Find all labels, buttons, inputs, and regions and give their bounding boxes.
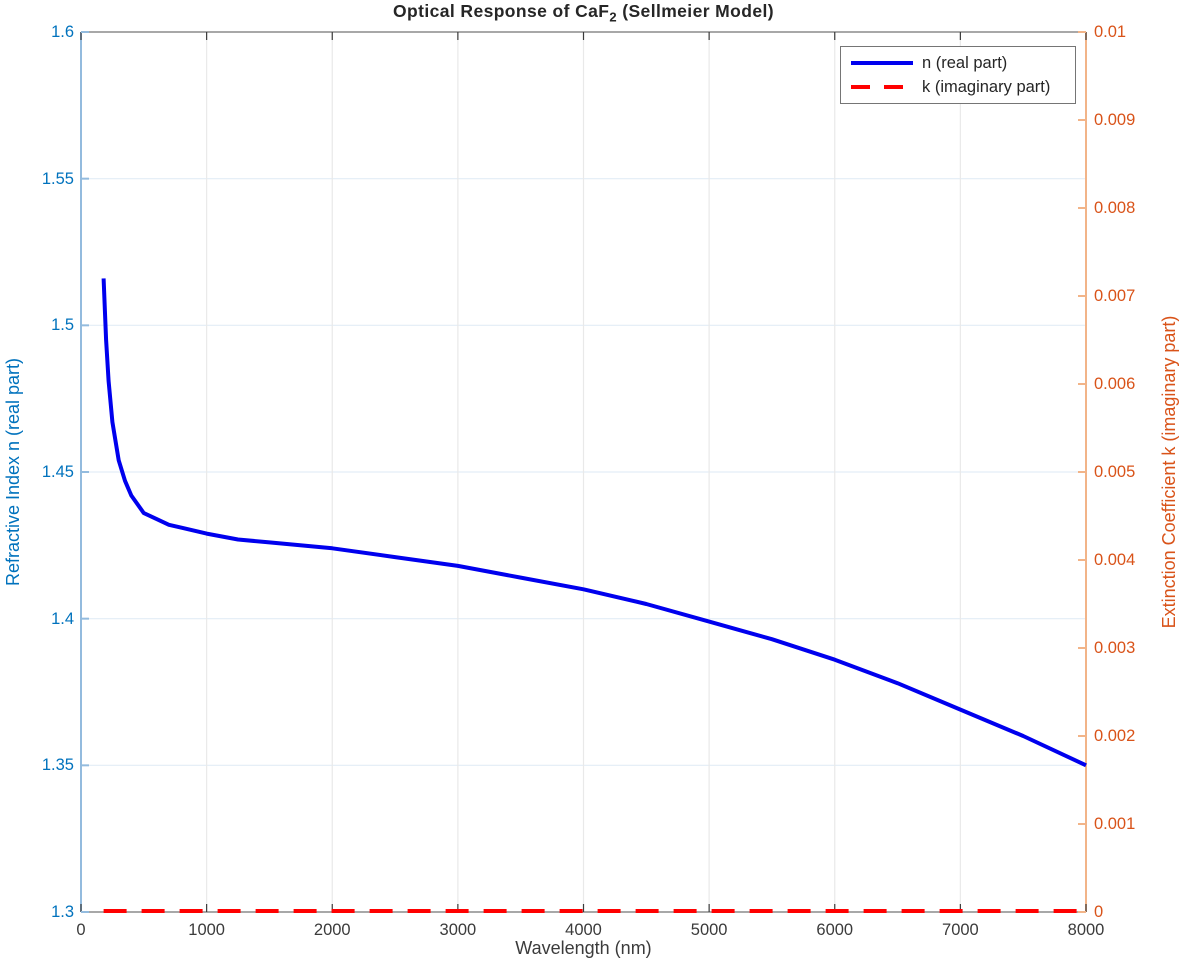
- legend-item: k (imaginary part): [841, 75, 1075, 99]
- chart-title-suffix: (Sellmeier Model): [617, 1, 774, 21]
- left-y-tick-label: 1.35: [41, 756, 74, 775]
- right-y-tick-label: 0.004: [1094, 551, 1136, 569]
- legend-item-label: k (imaginary part): [922, 77, 1051, 96]
- x-tick-label: 8000: [1067, 921, 1105, 939]
- x-tick-label: 0: [76, 921, 86, 939]
- series-n-curve: [101, 278, 1087, 768]
- chart-title-prefix: Optical Response of CaF: [393, 1, 610, 21]
- left-y-tick-label: 1.55: [41, 169, 74, 188]
- right-y-tick-label: 0.01: [1094, 23, 1127, 41]
- legend-line-sample-solid: [851, 61, 913, 65]
- right-y-tick-label: 0: [1094, 903, 1104, 921]
- x-tick-label: 4000: [565, 921, 602, 939]
- legend-line-sample-dashed: [851, 85, 913, 89]
- legend-item-label: n (real part): [922, 53, 1008, 72]
- right-y-tick-label: 0.001: [1094, 815, 1136, 833]
- left-y-tick-label: 1.3: [51, 903, 74, 921]
- chart-title: Optical Response of CaF2 (Sellmeier Mode…: [81, 1, 1086, 25]
- left-y-tick-label: 1.6: [51, 23, 74, 41]
- legend-item: n (real part): [841, 51, 1075, 75]
- x-tick-label: 2000: [313, 921, 351, 939]
- right-tick-marks: [1078, 31, 1086, 913]
- x-tick-label: 7000: [942, 921, 979, 939]
- x-tick-label: 5000: [690, 921, 728, 939]
- left-tick-marks: [81, 31, 89, 913]
- left-y-tick-label: 1.45: [41, 463, 74, 481]
- v-gridlines: [206, 32, 961, 912]
- right-y-tick-label: 0.007: [1094, 287, 1136, 305]
- x-tick-label: 6000: [816, 921, 854, 939]
- right-y-tick-label: 0.009: [1094, 111, 1136, 129]
- legend: n (real part) k (imaginary part): [840, 46, 1076, 104]
- right-y-tick-label: 0.005: [1094, 463, 1136, 481]
- right-y-tick-label: 0.008: [1094, 199, 1136, 217]
- x-tick-label: 3000: [439, 921, 477, 939]
- chart-title-subscript: 2: [609, 9, 617, 25]
- right-y-axis-label: Extinction Coefficient k (imaginary part…: [1159, 315, 1179, 629]
- x-tick-label: 1000: [188, 921, 225, 939]
- right-y-tick-label: 0.006: [1094, 375, 1136, 393]
- right-y-tick-label: 0.003: [1094, 639, 1136, 657]
- x-axis-label: Wavelength (nm): [515, 938, 652, 958]
- left-y-tick-label: 1.5: [51, 316, 74, 335]
- left-y-tick-label: 1.4: [51, 609, 74, 628]
- right-y-tick-label: 0.002: [1094, 727, 1136, 745]
